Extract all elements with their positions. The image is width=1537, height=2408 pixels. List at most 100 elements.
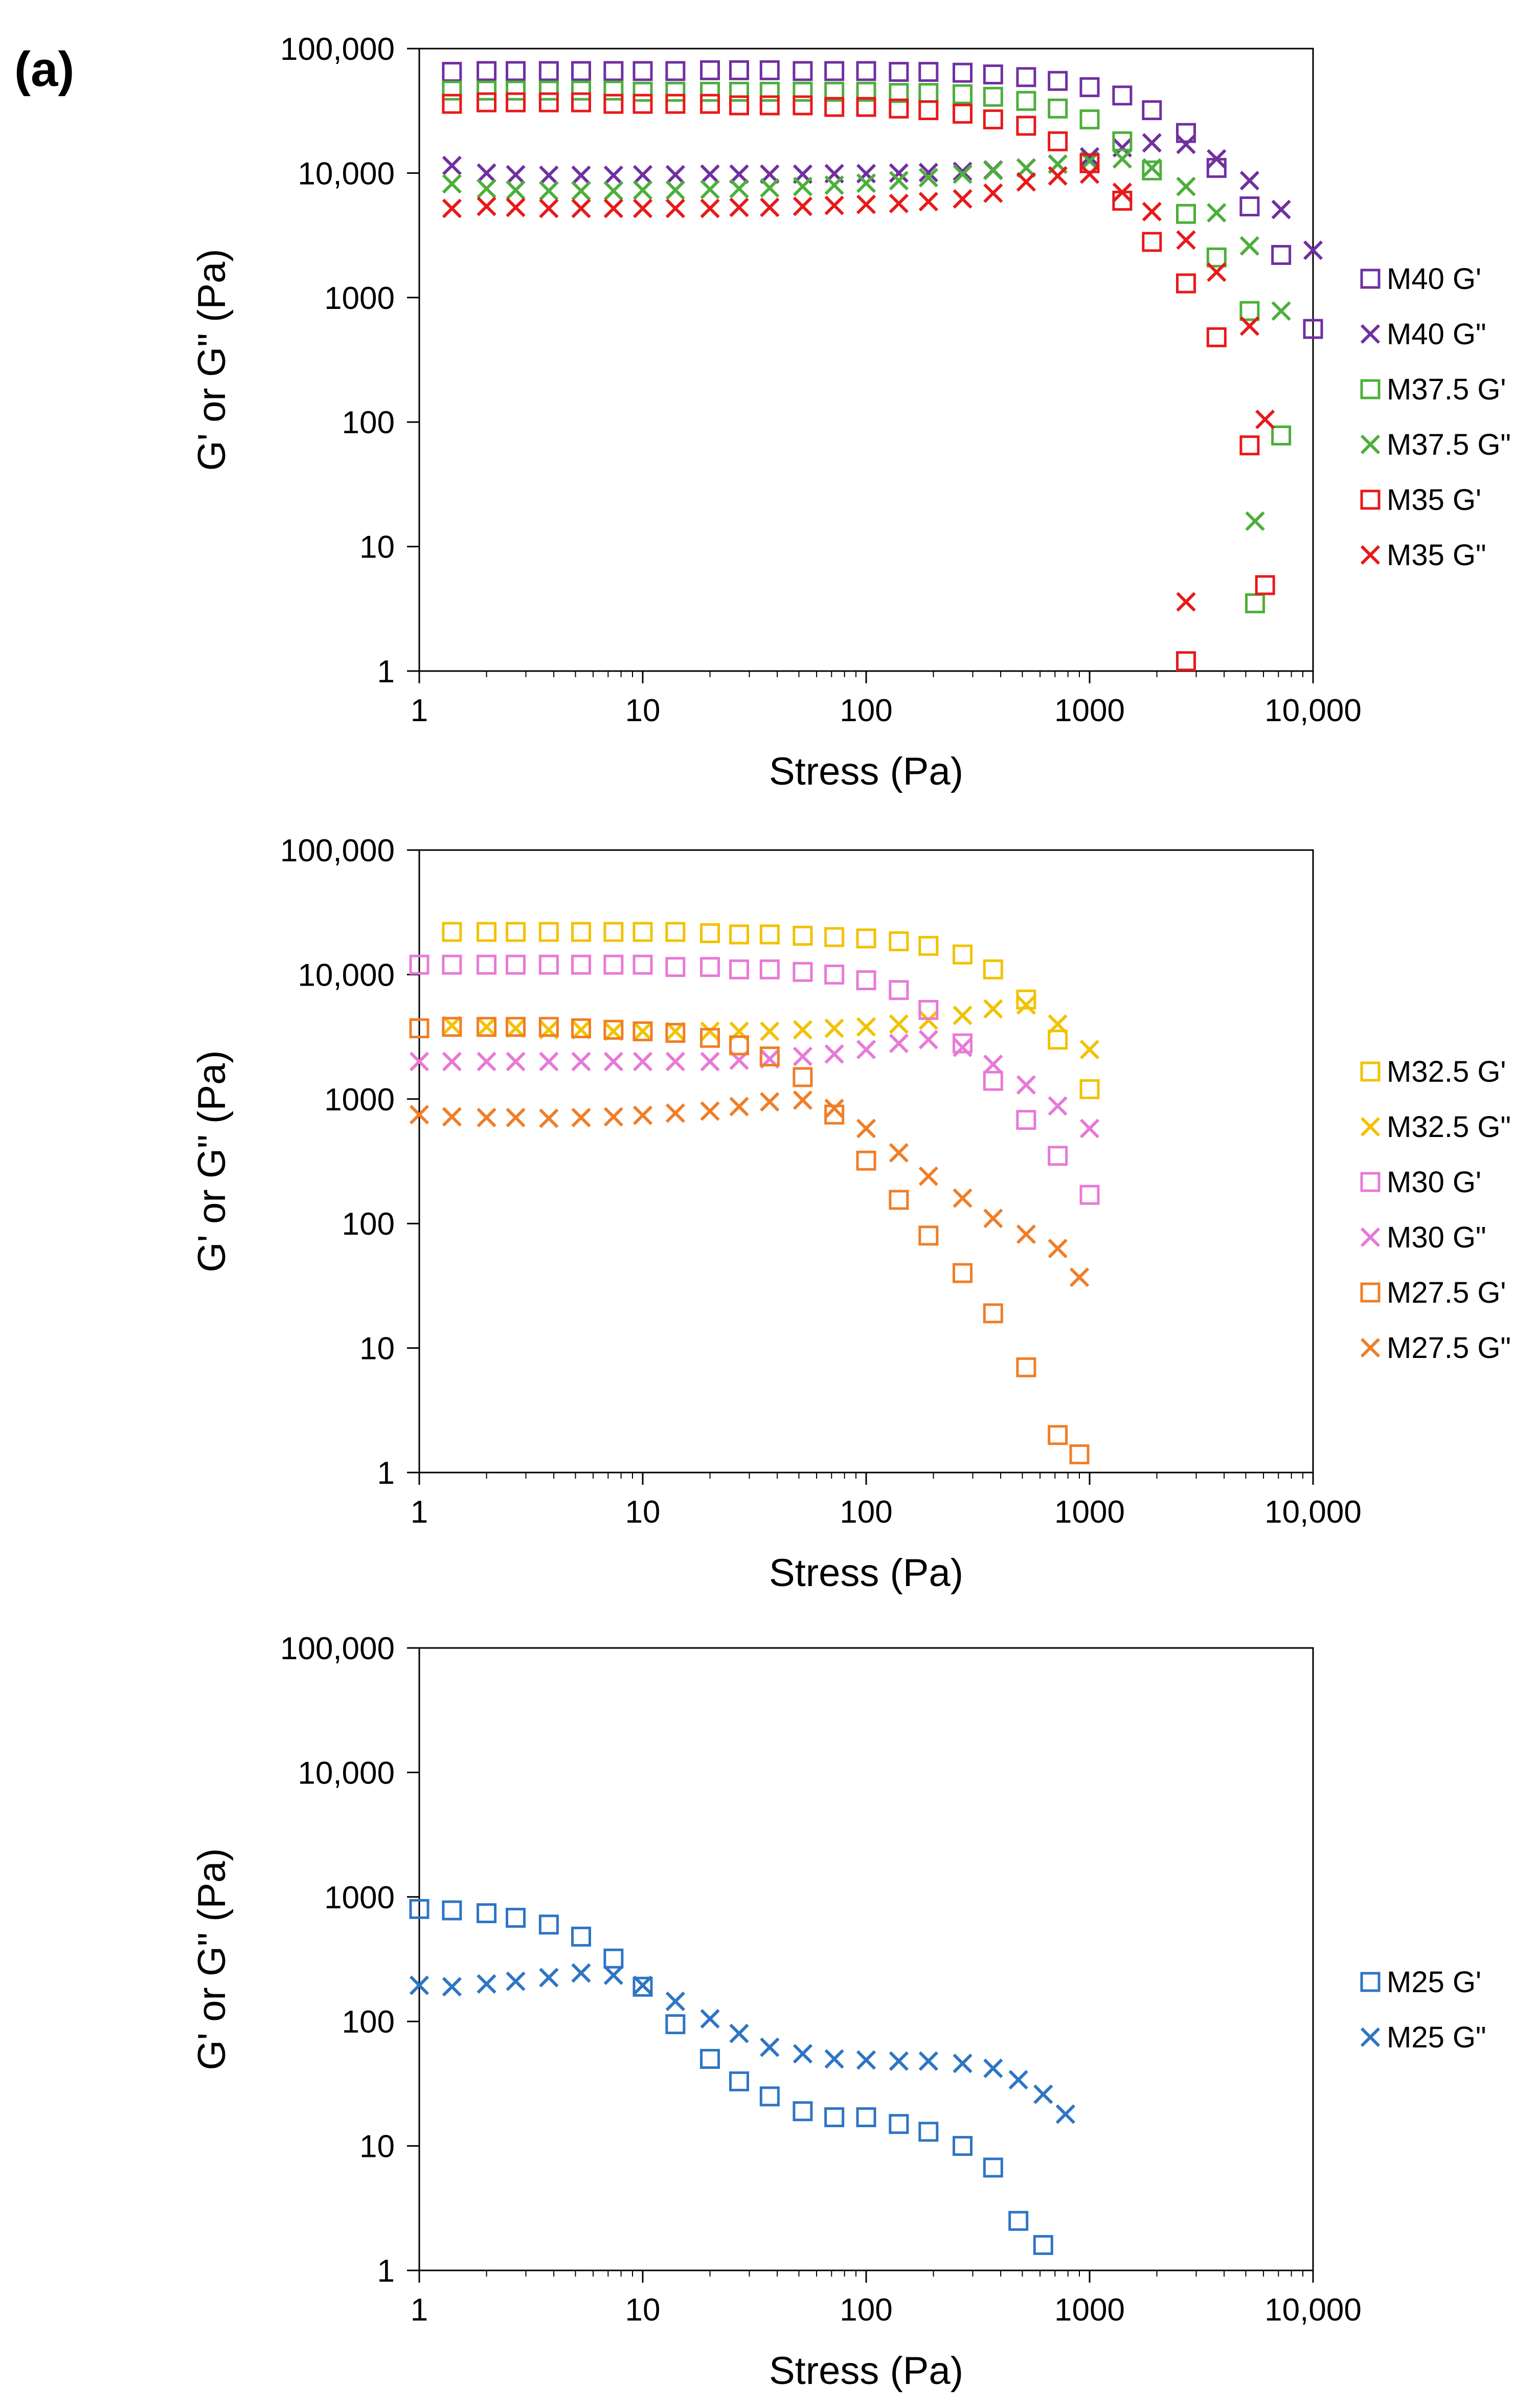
data-point-x: [856, 194, 876, 214]
data-point-x: [1176, 176, 1196, 196]
x-tick-label: 10,000: [1264, 1495, 1362, 1530]
data-point-square: [793, 1067, 813, 1087]
legend-x-marker: [1360, 545, 1381, 565]
data-point-square: [1303, 319, 1323, 339]
legend-square-marker: [1360, 1282, 1381, 1303]
data-point-square: [700, 81, 720, 102]
data-point-x: [856, 173, 876, 193]
data-point-x: [918, 1010, 938, 1030]
data-point-x: [729, 2023, 749, 2043]
data-point-square: [1048, 98, 1068, 119]
series-2-2: [442, 995, 1100, 1060]
data-point-square: [1079, 153, 1100, 173]
data-point-x: [632, 1975, 653, 1995]
data-point-x: [571, 1052, 591, 1072]
legend-square-marker: [1360, 1061, 1381, 1082]
series-2-1: [442, 922, 1100, 1100]
y-tick-label: 10: [359, 2129, 395, 2165]
legend-label: M35 G': [1387, 483, 1481, 517]
data-point-square: [632, 61, 653, 81]
data-point-square: [824, 927, 845, 947]
data-point-x: [983, 999, 1003, 1019]
data-point-x: [824, 2049, 844, 2069]
x-tick-label: 1000: [1054, 1495, 1125, 1530]
data-point-square: [889, 980, 909, 1000]
data-point-square: [571, 61, 592, 81]
y-tick-label: 100,000: [280, 833, 395, 868]
data-point-square: [1239, 435, 1260, 456]
data-point-square: [983, 1303, 1003, 1324]
data-point-square: [759, 60, 780, 80]
data-point-x: [1048, 1096, 1068, 1116]
data-point-square: [1048, 1425, 1068, 1445]
data-point-x: [889, 2051, 909, 2071]
data-point-x: [856, 2050, 876, 2070]
data-point-x: [632, 198, 653, 218]
data-point-x: [442, 1052, 462, 1072]
data-point-x: [539, 198, 559, 218]
x-tick-label: 100: [840, 1495, 892, 1530]
data-point-x: [409, 1975, 430, 1995]
data-point-square: [1048, 71, 1068, 91]
data-point-x: [889, 170, 909, 191]
data-point-square: [918, 1225, 939, 1246]
chart-panel-1: 1 10 100 1000 10,000 1 10 100 1000 10,000 100,000 S…: [190, 32, 1511, 793]
data-point-x: [1239, 170, 1260, 191]
data-point-square: [506, 1908, 526, 1928]
data-point-x: [665, 165, 685, 185]
data-point-square: [603, 94, 624, 114]
data-point-x: [539, 1968, 559, 1988]
data-point-x: [665, 180, 685, 200]
y-tick-label: 10: [359, 1331, 395, 1367]
series-2-6: [409, 1090, 1090, 1287]
data-point-square: [1008, 2211, 1029, 2231]
legend-item: M27.5 G': [1360, 1276, 1506, 1309]
y-tick-label: 100: [342, 1207, 395, 1242]
data-point-x: [506, 165, 526, 185]
data-point-square: [1206, 327, 1227, 347]
data-point-x: [1016, 172, 1036, 192]
data-point-x: [603, 1965, 623, 1986]
legend-label: M32.5 G': [1387, 1055, 1506, 1088]
data-point-square: [506, 80, 526, 101]
data-point-square: [442, 922, 462, 942]
data-point-square: [632, 1976, 653, 1997]
data-point-x: [729, 164, 749, 184]
data-point-x: [1033, 2084, 1053, 2104]
data-point-x: [1079, 1039, 1100, 1060]
data-point-x: [729, 179, 749, 198]
data-point-square: [477, 61, 497, 81]
data-point-square: [793, 61, 813, 81]
chart-panel-2: 1 10 100 1000 10,000 1 10 100 1000 10,000 100,000 S…: [190, 833, 1511, 1595]
data-point-square: [856, 928, 876, 949]
data-point-x: [665, 1991, 685, 2012]
data-point-x: [889, 163, 909, 183]
data-point-square: [729, 81, 750, 102]
y-axis-title: G' or G" (Pa): [190, 1050, 234, 1272]
data-point-x: [1016, 158, 1036, 178]
series-3-2: [409, 1963, 1075, 2124]
data-point-x: [1271, 199, 1291, 219]
data-point-x: [603, 198, 623, 218]
data-point-x: [571, 1963, 591, 1983]
y-tick-label: 1000: [324, 1082, 395, 1118]
data-point-x: [824, 1099, 844, 1119]
y-tick-label: 100: [342, 405, 395, 440]
data-point-x: [1176, 135, 1196, 154]
data-point-square: [759, 959, 780, 979]
x-axis-title: Stress (Pa): [769, 750, 963, 793]
data-point-x: [442, 1977, 462, 1997]
y-axis-title: G' or G" (Pa): [190, 1848, 234, 2070]
data-point-x: [700, 1052, 720, 1072]
data-point-x: [571, 1020, 591, 1040]
data-point-x: [918, 192, 938, 212]
data-point-square: [856, 97, 876, 117]
series-2-3: [409, 954, 1100, 1205]
data-point-x: [824, 1044, 844, 1064]
data-point-x: [1079, 147, 1100, 167]
legend-square-marker: [1360, 1972, 1381, 1992]
data-point-x: [793, 2044, 813, 2064]
data-point-square: [1112, 190, 1133, 211]
x-tick-label: 1000: [1054, 693, 1125, 728]
data-point-x: [700, 2009, 720, 2029]
